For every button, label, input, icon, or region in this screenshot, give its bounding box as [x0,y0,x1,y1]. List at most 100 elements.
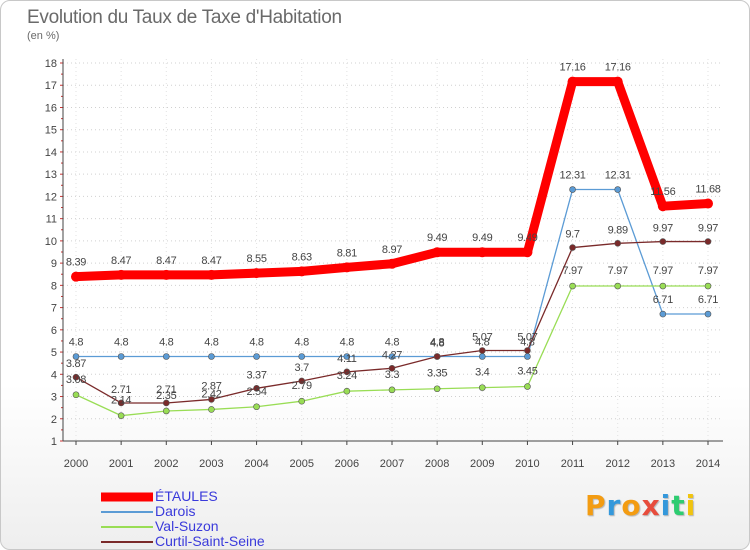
data-label: 2.42 [201,388,221,400]
data-point [253,385,260,392]
data-point [522,247,533,258]
data-label: 11.68 [695,184,720,196]
data-point [569,186,576,193]
data-point [433,353,441,360]
x-tick-label: 2005 [289,458,313,470]
data-label: 9.49 [472,232,492,244]
data-point [703,198,713,209]
x-tick-label: 2001 [109,458,133,470]
legend-item: Val-Suzon [101,519,321,534]
data-label: 4.8 [385,337,400,349]
data-point [478,347,486,354]
y-tick-label: 13 [45,169,57,181]
data-label: 3.08 [66,374,86,386]
x-tick-label: 2013 [651,458,675,470]
data-label: 3.87 [66,358,86,370]
data-label: 5.07 [517,332,537,344]
data-label: 8.63 [292,251,312,263]
logo-letter: t [671,489,686,522]
data-label: 9.97 [653,223,673,235]
data-point [161,269,172,280]
data-label: 2.54 [246,386,266,398]
y-tick-label: 10 [45,236,57,248]
data-label: 4.8 [430,337,445,349]
data-label: 4.8 [159,337,174,349]
data-label: 3.37 [246,369,266,381]
logo-letter: P [585,489,607,522]
data-point [524,383,531,390]
chart-subtitle: (en %) [27,30,60,42]
data-label: 17.16 [560,62,586,74]
data-point [704,310,712,318]
data-point [524,353,531,360]
legend-label: Curtil-Saint-Seine [155,533,265,549]
legend-item: ÉTAULES [101,489,321,504]
data-label: 7.97 [608,265,628,277]
data-point [208,353,215,360]
data-label: 9.89 [608,224,628,236]
data-point [298,377,306,385]
data-label: 4.8 [430,338,445,350]
y-tick-label: 17 [45,80,57,92]
data-label: 3.45 [517,366,537,378]
data-label: 4.11 [337,353,357,365]
data-point [71,271,81,282]
legend-swatch [101,492,153,501]
data-point [659,310,667,318]
y-tick-label: 5 [51,347,57,359]
proxiti-logo: Proxiti [585,489,696,522]
data-point [659,238,667,245]
y-tick-label: 2 [51,414,57,426]
data-label: 7.97 [562,265,582,277]
y-tick-label: 12 [45,191,57,203]
data-point [72,391,80,399]
data-label: 7.97 [653,265,673,277]
data-point [343,368,351,376]
data-label: 4.8 [204,337,219,349]
data-label: 4.8 [249,337,264,349]
y-tick-label: 15 [45,125,57,137]
data-label: 3.24 [337,370,357,382]
legend-swatch [101,525,153,528]
data-label: 3.4 [475,367,490,379]
x-tick-label: 2004 [244,458,268,470]
data-point [343,387,351,395]
data-point [388,353,396,360]
data-label: 6.71 [653,294,673,306]
x-tick-label: 2010 [515,458,539,470]
x-tick-label: 2000 [64,458,88,470]
data-label: 4.8 [475,337,490,349]
data-label: 4.8 [295,337,310,349]
data-point [614,186,622,193]
data-point [253,403,260,411]
data-point [614,282,622,290]
x-tick-label: 2003 [199,458,223,470]
y-tick-label: 3 [51,392,57,404]
data-point [478,353,486,360]
data-point [206,269,217,280]
logo-letter: i [685,489,697,522]
data-point [162,399,170,407]
data-label: 3.35 [427,368,447,380]
data-point [657,201,668,212]
data-label: 2.71 [156,384,176,396]
data-point [524,347,531,354]
data-label: 4.8 [69,337,84,349]
data-point [659,282,667,290]
data-point [116,269,127,280]
data-label: 8.47 [111,255,131,267]
data-label: 3.3 [385,369,400,381]
data-label: 9.49 [427,232,447,244]
logo-letter: o [621,489,642,522]
data-label: 8.55 [246,253,266,265]
data-label: 4.8 [114,337,129,349]
y-tick-label: 6 [51,325,57,337]
data-label: 5.07 [472,332,492,344]
data-label: 8.97 [382,244,402,256]
data-point [298,353,306,360]
data-point [387,258,397,269]
data-label: 12.31 [560,170,586,182]
data-point [251,268,262,279]
data-point [162,353,170,360]
data-point [162,407,170,415]
